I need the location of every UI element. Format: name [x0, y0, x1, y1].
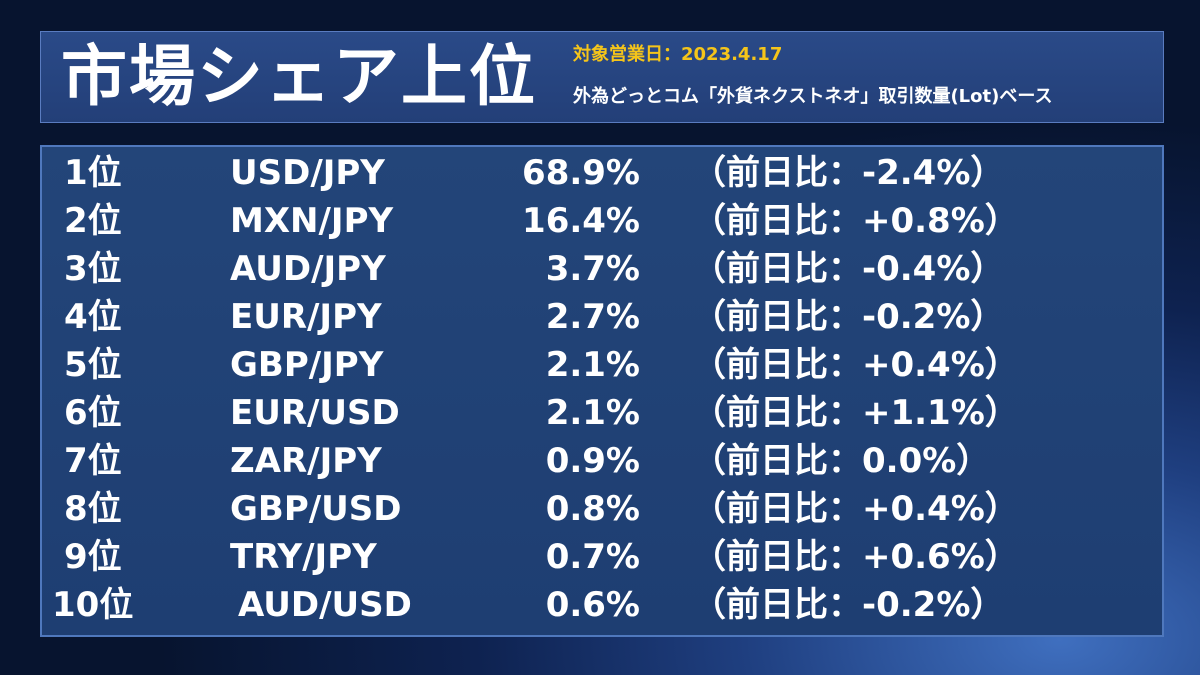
- ranking-table: 1位 USD/JPY 68.9% （前日比：-2.4%） 2位 MXN/JPY …: [40, 145, 1164, 637]
- currency-pair: TRY/JPY: [230, 537, 377, 577]
- ranking-row-9: 9位 TRY/JPY 0.7% （前日比：+0.6%）: [42, 533, 1162, 581]
- currency-pair: USD/JPY: [230, 153, 385, 193]
- currency-pair: ZAR/JPY: [230, 441, 382, 481]
- market-share: 0.6%: [545, 585, 640, 625]
- ranking-row-6: 6位 EUR/USD 2.1% （前日比：+1.1%）: [42, 389, 1162, 437]
- day-over-day-change: （前日比：+1.1%）: [692, 393, 1019, 433]
- market-share: 68.9%: [522, 153, 640, 193]
- market-share: 3.7%: [545, 249, 640, 289]
- rank-label: 2位: [64, 201, 122, 241]
- day-over-day-change: （前日比：-0.2%）: [692, 585, 1005, 625]
- day-over-day-change: （前日比：0.0%）: [692, 441, 991, 481]
- rank-label: 4位: [64, 297, 122, 337]
- market-share: 2.1%: [545, 345, 640, 385]
- currency-pair: AUD/USD: [238, 585, 412, 625]
- day-over-day-change: （前日比：-0.4%）: [692, 249, 1005, 289]
- ranking-row-4: 4位 EUR/JPY 2.7% （前日比：-0.2%）: [42, 293, 1162, 341]
- day-over-day-change: （前日比：-2.4%）: [692, 153, 1005, 193]
- day-over-day-change: （前日比：+0.4%）: [692, 345, 1019, 385]
- rank-label: 9位: [64, 537, 122, 577]
- ranking-row-10: 10位 AUD/USD 0.6% （前日比：-0.2%）: [42, 581, 1162, 629]
- ranking-row-2: 2位 MXN/JPY 16.4% （前日比：+0.8%）: [42, 197, 1162, 245]
- ranking-row-8: 8位 GBP/USD 0.8% （前日比：+0.4%）: [42, 485, 1162, 533]
- rank-label: 8位: [64, 489, 122, 529]
- rank-label: 1位: [64, 153, 122, 193]
- ranking-row-3: 3位 AUD/JPY 3.7% （前日比：-0.4%）: [42, 245, 1162, 293]
- page-title: 市場シェア上位: [61, 38, 537, 115]
- currency-pair: AUD/JPY: [230, 249, 386, 289]
- rank-label: 7位: [64, 441, 122, 481]
- currency-pair: GBP/JPY: [230, 345, 384, 385]
- business-date: 対象営業日：2023.4.17: [573, 44, 783, 65]
- market-share: 0.9%: [545, 441, 640, 481]
- market-share: 2.7%: [545, 297, 640, 337]
- market-share: 2.1%: [545, 393, 640, 433]
- day-over-day-change: （前日比：+0.8%）: [692, 201, 1019, 241]
- currency-pair: EUR/USD: [230, 393, 400, 433]
- ranking-row-1: 1位 USD/JPY 68.9% （前日比：-2.4%）: [42, 149, 1162, 197]
- rank-label: 10位: [52, 585, 134, 625]
- ranking-row-5: 5位 GBP/JPY 2.1% （前日比：+0.4%）: [42, 341, 1162, 389]
- rank-label: 3位: [64, 249, 122, 289]
- currency-pair: MXN/JPY: [230, 201, 394, 241]
- ranking-row-7: 7位 ZAR/JPY 0.9% （前日比：0.0%）: [42, 437, 1162, 485]
- currency-pair: GBP/USD: [230, 489, 402, 529]
- basis-note: 外為どっとコム「外貨ネクストネオ」取引数量(Lot)ベース: [573, 86, 1053, 107]
- rank-label: 5位: [64, 345, 122, 385]
- day-over-day-change: （前日比：+0.6%）: [692, 537, 1019, 577]
- day-over-day-change: （前日比：-0.2%）: [692, 297, 1005, 337]
- market-share: 0.8%: [545, 489, 640, 529]
- day-over-day-change: （前日比：+0.4%）: [692, 489, 1019, 529]
- rank-label: 6位: [64, 393, 122, 433]
- market-share: 16.4%: [522, 201, 640, 241]
- currency-pair: EUR/JPY: [230, 297, 382, 337]
- header-panel: 市場シェア上位 対象営業日：2023.4.17 外為どっとコム「外貨ネクストネオ…: [40, 31, 1164, 123]
- market-share: 0.7%: [545, 537, 640, 577]
